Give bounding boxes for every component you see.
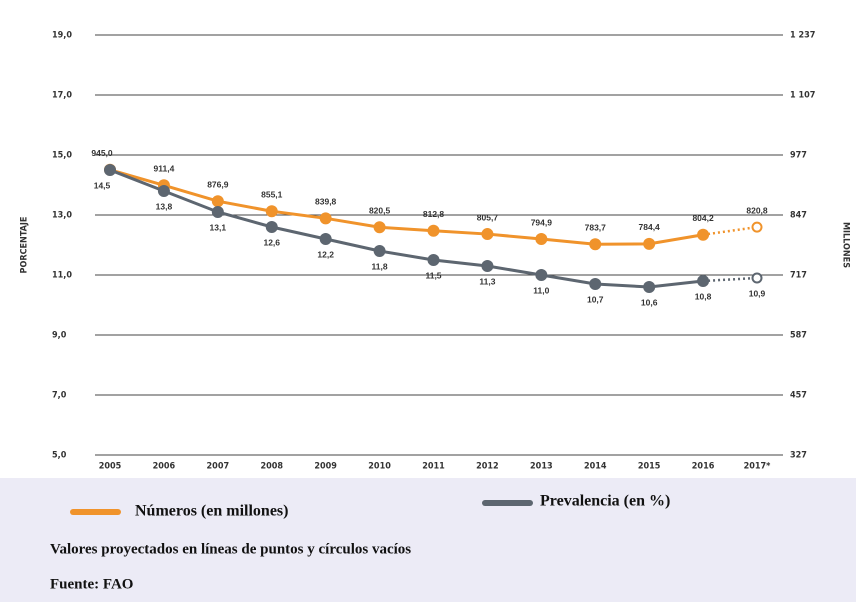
source: Fuente: FAO: [50, 576, 133, 592]
data-label: 12,6: [263, 237, 280, 247]
data-label: 804,2: [692, 213, 714, 223]
data-point: [373, 221, 386, 234]
y2-tick-label: 717: [790, 271, 807, 281]
data-label: 11,3: [479, 276, 495, 286]
x-tick-label: 2010: [368, 462, 391, 472]
data-point: [751, 272, 763, 284]
y2-tick-label: 1 107: [790, 91, 815, 101]
data-point: [157, 185, 170, 197]
x-tick-label: 2013: [530, 462, 553, 472]
data-label: 11,5: [425, 270, 441, 280]
y2-tick-label: 847: [790, 211, 807, 221]
data-label: 855,1: [261, 190, 283, 200]
x-tick-label: 2014: [584, 462, 607, 472]
data-label: 12,2: [317, 249, 334, 259]
data-point: [427, 254, 440, 266]
x-tick-label: 2008: [260, 462, 283, 472]
y-tick-label: 11,0: [52, 271, 72, 281]
data-label: 820,5: [369, 205, 391, 215]
data-label: 784,4: [639, 222, 661, 232]
data-label: 10,9: [749, 288, 766, 298]
data-label: 839,8: [315, 197, 337, 207]
data-label: 10,8: [695, 291, 712, 301]
y2-axis-label: MILLONES: [841, 222, 851, 268]
y-tick-label: 9,0: [52, 331, 67, 341]
x-tick-label: 2007: [207, 462, 230, 472]
series-line: [109, 168, 704, 289]
projected-line: [702, 225, 758, 236]
data-point: [481, 228, 494, 241]
data-point: [427, 224, 440, 237]
data-label: 945,0: [91, 148, 113, 158]
data-label: 10,7: [587, 294, 604, 304]
x-tick-label: 2011: [422, 462, 445, 472]
data-label: 876,9: [207, 179, 229, 189]
data-point: [373, 245, 386, 257]
y2-tick-label: 587: [790, 331, 807, 341]
data-point: [535, 233, 548, 246]
data-label: 911,4: [154, 164, 175, 174]
data-point: [265, 205, 278, 218]
data-label: 783,7: [585, 222, 607, 232]
data-label: 10,6: [641, 297, 658, 307]
data-point: [104, 164, 116, 176]
y2-tick-label: 1 237: [790, 31, 815, 41]
data-label: 14,5: [94, 180, 111, 190]
data-label: 805,7: [477, 212, 499, 222]
data-point: [211, 206, 224, 218]
data-label: 794,9: [531, 217, 553, 227]
y-tick-label: 15,0: [52, 151, 72, 161]
series-line: [109, 168, 704, 246]
data-point: [211, 195, 224, 208]
legend-label: Prevalencia (en %): [540, 493, 670, 510]
data-point: [697, 275, 710, 287]
data-point: [697, 228, 710, 241]
y2-tick-label: 977: [790, 151, 807, 161]
projected-line: [703, 276, 758, 283]
data-point: [535, 269, 548, 281]
x-tick-label: 2012: [476, 462, 499, 472]
note: Valores proyectados en líneas de puntos …: [50, 541, 411, 557]
x-tick-label: 2006: [153, 462, 176, 472]
x-tick-label: 2015: [638, 462, 661, 472]
data-point: [481, 260, 494, 272]
data-point: [265, 221, 278, 233]
x-tick-label: 2009: [314, 462, 337, 472]
data-point: [319, 233, 332, 245]
x-tick-label: 2005: [99, 462, 122, 472]
data-label: 812,8: [423, 209, 445, 219]
x-tick-label: 2016: [692, 462, 715, 472]
y-tick-label: 19,0: [52, 31, 72, 41]
data-label: 13,1: [210, 222, 227, 232]
data-point: [643, 281, 656, 293]
data-label: 11,0: [533, 285, 549, 295]
y-tick-label: 5,0: [52, 451, 67, 461]
data-label: 820,8: [746, 205, 768, 215]
data-label: 11,8: [372, 261, 388, 271]
y-axis-label: PORCENTAJE: [20, 217, 30, 274]
data-label: 13,8: [156, 201, 173, 211]
data-point: [643, 237, 656, 250]
x-tick-label: 2017*: [744, 462, 772, 472]
y-tick-label: 13,0: [52, 211, 72, 221]
legend-label: Números (en millones): [135, 503, 288, 520]
y2-tick-label: 457: [790, 391, 807, 401]
data-point: [589, 238, 602, 251]
y2-tick-label: 327: [790, 451, 807, 461]
data-point: [751, 221, 763, 233]
y-tick-label: 17,0: [52, 91, 72, 101]
y-tick-label: 7,0: [52, 391, 67, 401]
data-point: [319, 212, 332, 225]
legend-panel: [0, 478, 856, 602]
data-point: [589, 278, 602, 290]
